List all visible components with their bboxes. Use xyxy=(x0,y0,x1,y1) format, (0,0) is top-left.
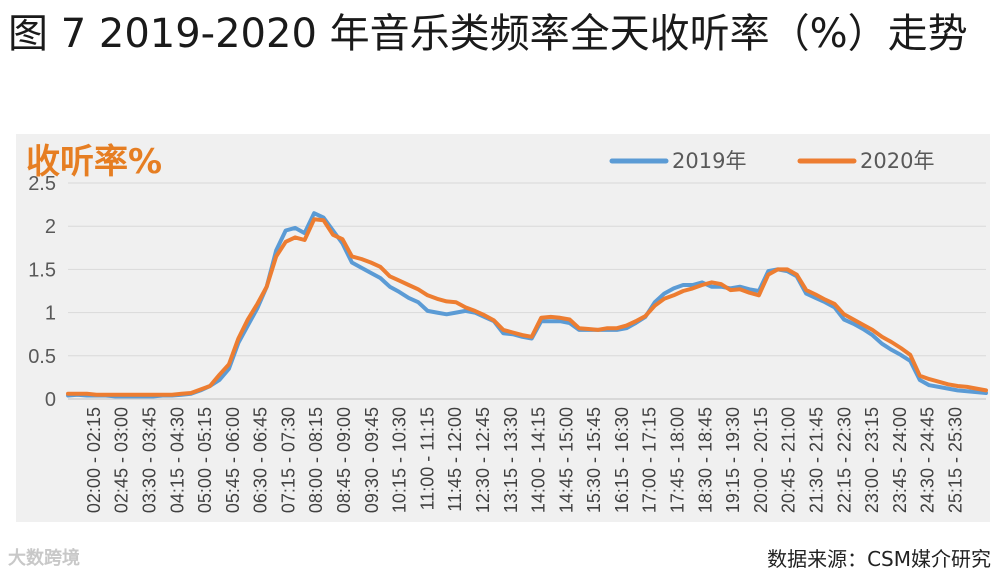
x-tick-label: 20:00 - 20:15 xyxy=(751,407,771,513)
x-tick-label: 05:00 - 05:15 xyxy=(195,407,215,513)
x-tick-label: 06:30 - 06:45 xyxy=(251,407,271,513)
y-tick-label: 2.5 xyxy=(28,173,56,195)
x-tick-label: 02:00 - 02:15 xyxy=(84,407,104,513)
y-tick-label: 2 xyxy=(45,216,56,238)
x-tick-label: 12:30 - 12:45 xyxy=(473,407,493,513)
x-tick-label: 14:45 - 15:00 xyxy=(556,407,576,513)
watermark: 大数跨境 xyxy=(8,548,80,569)
x-tick-label: 08:00 - 08:15 xyxy=(306,407,326,513)
y-tick-label: 0 xyxy=(45,389,56,411)
x-tick-label: 07:15 - 07:30 xyxy=(278,407,298,513)
x-tick-label: 19:15 - 19:30 xyxy=(723,407,743,513)
series-line xyxy=(66,217,988,397)
y-tick-label: 1 xyxy=(45,303,56,325)
x-tick-label: 11:45 - 12:00 xyxy=(445,407,465,512)
chart-title: 图 7 2019-2020 年音乐类频率全天收听率（%）走势 xyxy=(8,11,968,57)
x-tick-label: 24:30 - 24:45 xyxy=(918,407,938,513)
x-tick-label: 20:45 - 21:00 xyxy=(779,407,799,513)
x-tick-label: 17:00 - 17:15 xyxy=(640,407,660,513)
source-note: 数据来源：CSM媒介研究 xyxy=(767,547,991,571)
x-tick-label: 08:45 - 09:00 xyxy=(334,407,354,513)
x-tick-label: 09:30 - 09:45 xyxy=(362,407,382,513)
y-tick-label: 1.5 xyxy=(28,259,56,281)
x-tick-label: 11:00 - 11:15 xyxy=(417,407,437,510)
x-tick-label: 17:45 - 18:00 xyxy=(668,407,688,513)
x-tick-label: 15:30 - 15:45 xyxy=(584,407,604,513)
chart-panel: 收听率% 0 0.5 1 1.5 2 2.5 02:00 - 02:15 02:45 - 03… xyxy=(16,134,990,522)
y-axis-label: 收听率% xyxy=(26,142,163,182)
x-tick-label: 25:15 - 25:30 xyxy=(945,407,965,513)
x-tick-label: 10:15 - 10:30 xyxy=(390,407,410,513)
x-tick-label: 23:45 - 24:00 xyxy=(890,407,910,513)
x-tick-label: 03:30 - 03:45 xyxy=(139,407,159,513)
series-line xyxy=(66,211,988,399)
x-tick-label: 05:45 - 06:00 xyxy=(223,407,243,513)
line-chart: 0 0.5 1 1.5 2 2.5 02:00 - 02:15 02:45 - 03:00 03… xyxy=(28,149,988,513)
x-tick-label: 16:15 - 16:30 xyxy=(612,407,632,513)
x-tick-label: 21:30 - 21:45 xyxy=(806,407,826,513)
x-tick-label: 23:00 - 23:15 xyxy=(862,407,882,513)
y-tick-label: 0.5 xyxy=(28,346,56,368)
x-tick-label: 13:15 - 13:30 xyxy=(501,407,521,513)
x-tick-label: 14:00 - 14:15 xyxy=(529,407,549,513)
x-tick-label: 22:15 - 22:30 xyxy=(834,407,854,513)
legend-label: 2020年 xyxy=(860,149,934,173)
x-tick-label: 04:15 - 04:30 xyxy=(167,407,187,513)
x-tick-label: 18:30 - 18:45 xyxy=(695,407,715,513)
legend-label: 2019年 xyxy=(672,149,746,173)
x-tick-label: 02:45 - 03:00 xyxy=(112,407,132,513)
